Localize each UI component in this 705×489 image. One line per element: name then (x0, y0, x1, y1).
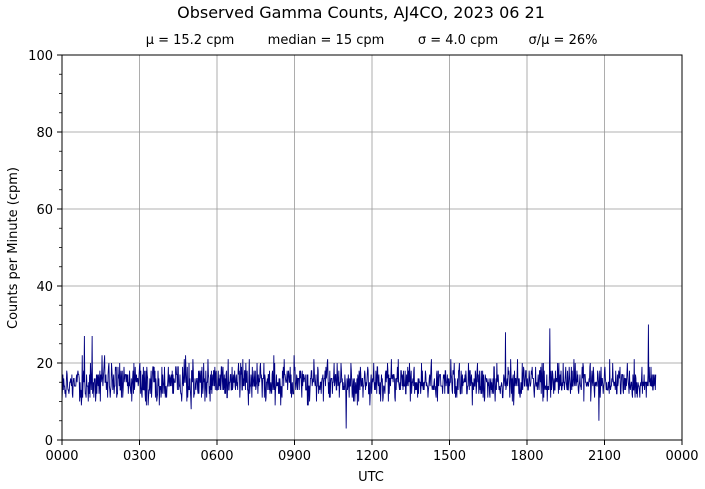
y-tick-label: 40 (36, 280, 53, 295)
x-tick-label: 0000 (45, 449, 78, 464)
stat-sigma: σ = 4.0 cpm (418, 33, 498, 48)
y-tick-label: 80 (36, 126, 53, 141)
y-tick-label: 60 (36, 203, 53, 218)
x-tick-label: 0300 (123, 449, 156, 464)
x-tick-label: 0900 (278, 449, 311, 464)
x-tick-label: 1800 (510, 449, 543, 464)
stat-cv: σ/μ = 26% (529, 33, 598, 48)
y-tick-label: 20 (36, 357, 53, 372)
y-tick-label: 100 (28, 49, 53, 64)
chart-title: Observed Gamma Counts, AJ4CO, 2023 06 21 (177, 3, 545, 22)
stat-mean: μ = 15.2 cpm (146, 33, 235, 48)
x-tick-label: 0600 (200, 449, 233, 464)
x-tick-label: 1200 (355, 449, 388, 464)
x-tick-label: 1500 (433, 449, 466, 464)
series-layer (61, 324, 657, 429)
x-tick-label: 2100 (588, 449, 621, 464)
series-line (61, 324, 657, 429)
x-axis-label: UTC (358, 470, 384, 485)
stat-median: median = 15 cpm (268, 33, 385, 48)
axes: 0000 0300 0600 0900 1200 1500 1800 2100 00000204… (28, 49, 698, 464)
x-tick-label: 0000 (665, 449, 698, 464)
y-axis-label: Counts per Minute (cpm) (6, 167, 21, 329)
y-tick-label: 0 (45, 434, 53, 449)
